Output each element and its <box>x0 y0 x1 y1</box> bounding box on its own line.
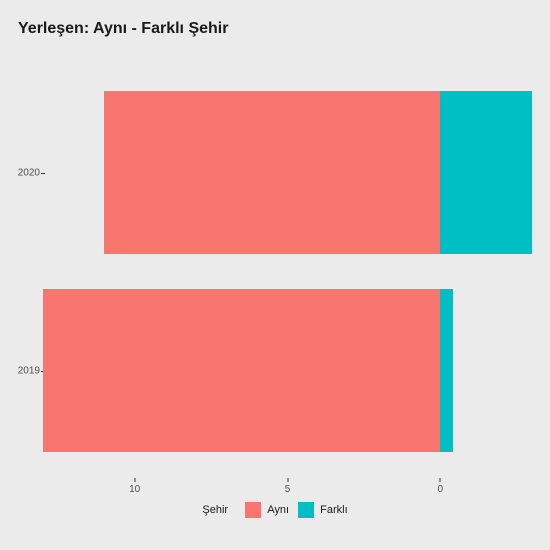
chart-container: Yerleşen: Aynı - Farklı Şehir 2020 2019 … <box>0 0 550 550</box>
x-tick-mark <box>134 478 135 482</box>
bar-group <box>43 48 532 478</box>
x-tick-mark <box>287 478 288 482</box>
y-tick-label: 2019 <box>18 365 40 376</box>
legend-label: Aynı <box>267 504 289 516</box>
legend-swatch-farkli <box>298 502 314 518</box>
x-tick-label: 0 <box>438 484 444 495</box>
bar-segment-farkli <box>440 91 532 254</box>
legend-swatch-ayni <box>245 502 261 518</box>
x-tick-mark <box>440 478 441 482</box>
x-tick-label: 10 <box>129 484 140 495</box>
y-axis: 2020 2019 <box>15 48 40 478</box>
legend-label: Farklı <box>320 504 348 516</box>
bar-row-2019 <box>43 289 532 452</box>
bar-segment-ayni <box>43 289 440 452</box>
plot-area: 2020 2019 <box>43 48 532 478</box>
chart-title: Yerleşen: Aynı - Farklı Şehir <box>18 20 532 38</box>
x-axis: 10 5 0 <box>43 478 532 500</box>
y-tick-label: 2020 <box>18 167 40 178</box>
bar-segment-ayni <box>104 91 440 254</box>
bar-row-2020 <box>43 91 532 254</box>
x-tick-label: 5 <box>285 484 291 495</box>
legend: Şehir Aynı Farklı <box>18 502 532 518</box>
legend-title: Şehir <box>202 504 228 516</box>
bar-segment-farkli <box>440 289 452 452</box>
